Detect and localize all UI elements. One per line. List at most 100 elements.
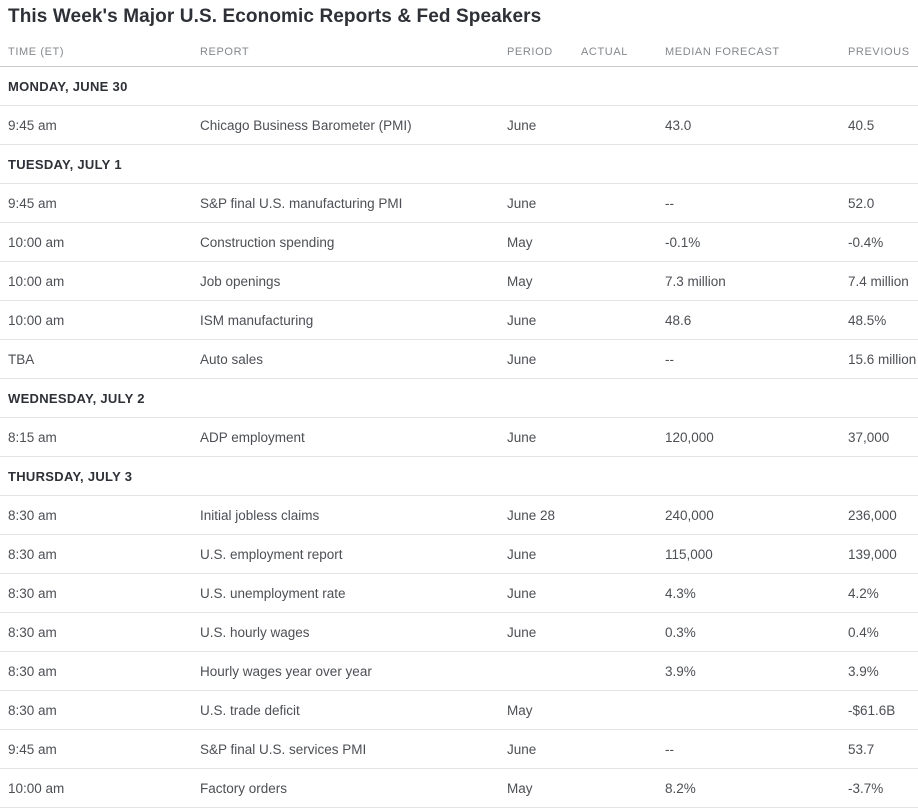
cell-report: Construction spending bbox=[200, 234, 335, 250]
cell-time: TBA bbox=[8, 351, 35, 367]
cell-report: Auto sales bbox=[200, 351, 264, 367]
day-header-label: THURSDAY, JULY 3 bbox=[8, 468, 133, 484]
cell-previous: 7.4 million bbox=[848, 273, 909, 289]
col-header-time: TIME (ET) bbox=[8, 46, 65, 58]
cell-time: 8:30 am bbox=[8, 624, 57, 640]
cell-report: Chicago Business Barometer (PMI) bbox=[200, 117, 412, 133]
cell-previous: 0.4% bbox=[848, 624, 879, 640]
cell-period: May bbox=[507, 702, 533, 718]
day-header-row: THURSDAY, JULY 3 bbox=[0, 457, 918, 496]
table-row: 10:00 am Job openings May 7.3 million 7.… bbox=[0, 262, 918, 301]
cell-period: June bbox=[507, 585, 537, 601]
cell-median-forecast: 7.3 million bbox=[665, 273, 726, 289]
cell-median-forecast: 43.0 bbox=[665, 117, 692, 133]
cell-time: 8:30 am bbox=[8, 663, 57, 679]
table-row: 8:15 am ADP employment June 120,000 37,0… bbox=[0, 418, 918, 457]
cell-previous: 139,000 bbox=[848, 546, 897, 562]
table-row: 9:45 am S&P final U.S. manufacturing PMI… bbox=[0, 184, 918, 223]
col-header-previous: PREVIOUS bbox=[848, 46, 910, 58]
cell-median-forecast: -0.1% bbox=[665, 234, 701, 250]
cell-median-forecast: 115,000 bbox=[665, 546, 713, 562]
table-body: MONDAY, JUNE 30 9:45 am Chicago Business… bbox=[0, 67, 918, 808]
cell-time: 8:15 am bbox=[8, 429, 57, 445]
cell-previous: 3.9% bbox=[848, 663, 879, 679]
day-header-label: MONDAY, JUNE 30 bbox=[8, 78, 128, 94]
cell-period: May bbox=[507, 273, 533, 289]
day-header-row: TUESDAY, JULY 1 bbox=[0, 145, 918, 184]
day-header-label: TUESDAY, JULY 1 bbox=[8, 156, 122, 172]
cell-median-forecast: 3.9% bbox=[665, 663, 696, 679]
cell-period: June bbox=[507, 429, 537, 445]
table-row: 10:00 am ISM manufacturing June 48.6 48.… bbox=[0, 301, 918, 340]
cell-report: U.S. hourly wages bbox=[200, 624, 310, 640]
cell-median-forecast: -- bbox=[665, 351, 674, 367]
cell-previous: 15.6 million bbox=[848, 351, 916, 367]
cell-period: June bbox=[507, 624, 537, 640]
cell-report: S&P final U.S. manufacturing PMI bbox=[200, 195, 403, 211]
cell-previous: -$61.6B bbox=[848, 702, 896, 718]
cell-time: 8:30 am bbox=[8, 585, 57, 601]
cell-report: U.S. employment report bbox=[200, 546, 343, 562]
cell-previous: 236,000 bbox=[848, 507, 897, 523]
cell-report: ADP employment bbox=[200, 429, 305, 445]
cell-period: June bbox=[507, 351, 537, 367]
cell-previous: 52.0 bbox=[848, 195, 875, 211]
table-row: 8:30 am U.S. unemployment rate June 4.3%… bbox=[0, 574, 918, 613]
cell-period: June bbox=[507, 546, 537, 562]
cell-median-forecast: 8.2% bbox=[665, 780, 696, 796]
cell-previous: 37,000 bbox=[848, 429, 890, 445]
cell-previous: 53.7 bbox=[848, 741, 875, 757]
cell-median-forecast: 48.6 bbox=[665, 312, 692, 328]
cell-period: May bbox=[507, 780, 533, 796]
table-row: 8:30 am U.S. trade deficit May -$61.6B bbox=[0, 691, 918, 730]
day-header-label: WEDNESDAY, JULY 2 bbox=[8, 390, 145, 406]
table-row: 8:30 am U.S. employment report June 115,… bbox=[0, 535, 918, 574]
cell-time: 10:00 am bbox=[8, 234, 65, 250]
cell-time: 10:00 am bbox=[8, 273, 65, 289]
cell-period: June bbox=[507, 117, 537, 133]
cell-report: S&P final U.S. services PMI bbox=[200, 741, 367, 757]
cell-median-forecast: 120,000 bbox=[665, 429, 714, 445]
day-header-row: MONDAY, JUNE 30 bbox=[0, 67, 918, 106]
cell-time: 9:45 am bbox=[8, 195, 57, 211]
cell-previous: 48.5% bbox=[848, 312, 887, 328]
cell-period: May bbox=[507, 234, 533, 250]
cell-report: U.S. unemployment rate bbox=[200, 585, 346, 601]
cell-median-forecast: 4.3% bbox=[665, 585, 696, 601]
cell-previous: 4.2% bbox=[848, 585, 879, 601]
table-row: 10:00 am Factory orders May 8.2% -3.7% bbox=[0, 769, 918, 808]
cell-time: 9:45 am bbox=[8, 741, 57, 757]
cell-report: Factory orders bbox=[200, 780, 288, 796]
col-header-period: PERIOD bbox=[507, 46, 553, 58]
col-header-median-forecast: MEDIAN FORECAST bbox=[665, 46, 780, 58]
cell-time: 10:00 am bbox=[8, 312, 65, 328]
day-header-row: WEDNESDAY, JULY 2 bbox=[0, 379, 918, 418]
col-header-report: REPORT bbox=[200, 46, 250, 58]
cell-median-forecast: -- bbox=[665, 741, 674, 757]
cell-time: 8:30 am bbox=[8, 546, 57, 562]
cell-time: 9:45 am bbox=[8, 117, 57, 133]
cell-report: ISM manufacturing bbox=[200, 312, 314, 328]
table-row: 9:45 am Chicago Business Barometer (PMI)… bbox=[0, 106, 918, 145]
cell-period: June bbox=[507, 312, 537, 328]
table-header-row: TIME (ET) REPORT PERIOD ACTUAL MEDIAN FO… bbox=[0, 29, 918, 67]
cell-report: Initial jobless claims bbox=[200, 507, 320, 523]
cell-period: June 28 bbox=[507, 507, 556, 523]
cell-median-forecast: 0.3% bbox=[665, 624, 696, 640]
cell-period: June bbox=[507, 741, 537, 757]
table-row: 10:00 am Construction spending May -0.1%… bbox=[0, 223, 918, 262]
cell-report: Job openings bbox=[200, 273, 281, 289]
cell-time: 8:30 am bbox=[8, 702, 57, 718]
cell-previous: 40.5 bbox=[848, 117, 875, 133]
cell-time: 10:00 am bbox=[8, 780, 65, 796]
table-row: 9:45 am S&P final U.S. services PMI June… bbox=[0, 730, 918, 769]
page-title: This Week's Major U.S. Economic Reports … bbox=[8, 6, 542, 27]
cell-previous: -0.4% bbox=[848, 234, 884, 250]
table-row: 8:30 am Hourly wages year over year 3.9%… bbox=[0, 652, 918, 691]
cell-report: Hourly wages year over year bbox=[200, 663, 372, 679]
cell-time: 8:30 am bbox=[8, 507, 57, 523]
cell-report: U.S. trade deficit bbox=[200, 702, 300, 718]
cell-median-forecast: 240,000 bbox=[665, 507, 714, 523]
table-row: TBA Auto sales June -- 15.6 million bbox=[0, 340, 918, 379]
